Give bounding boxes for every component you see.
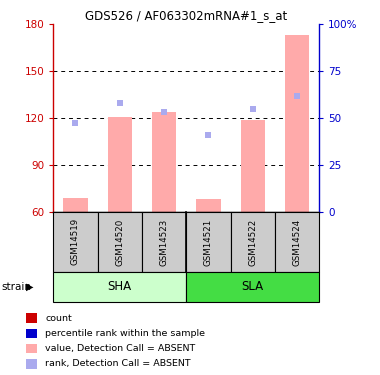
Text: ▶: ▶ (26, 282, 33, 292)
Bar (63, 198, 87, 212)
Text: rank, Detection Call = ABSENT: rank, Detection Call = ABSENT (45, 359, 191, 368)
Point (294, 93, 300, 99)
Bar (285, 35, 309, 212)
Bar (53, 272, 186, 302)
Bar (98, 212, 142, 272)
Bar (152, 112, 176, 212)
Bar (196, 200, 220, 212)
Text: GSM14521: GSM14521 (204, 218, 213, 266)
Point (72, 120, 78, 126)
Title: GDS526 / AF063302mRNA#1_s_at: GDS526 / AF063302mRNA#1_s_at (85, 9, 287, 22)
Bar (241, 120, 265, 212)
Bar (26, 344, 37, 354)
Point (117, 99, 123, 105)
Text: GSM14523: GSM14523 (160, 218, 169, 266)
Bar (26, 359, 37, 369)
Text: SLA: SLA (242, 280, 264, 293)
Bar (26, 313, 37, 323)
Text: GSM14522: GSM14522 (248, 218, 257, 266)
Point (161, 109, 167, 115)
Text: GSM14524: GSM14524 (293, 218, 302, 266)
Bar (26, 328, 37, 338)
Text: value, Detection Call = ABSENT: value, Detection Call = ABSENT (45, 344, 195, 353)
Text: SHA: SHA (108, 280, 132, 293)
Text: GSM14519: GSM14519 (71, 218, 80, 266)
Bar (142, 212, 186, 272)
Text: percentile rank within the sample: percentile rank within the sample (45, 329, 205, 338)
Point (250, 106, 256, 112)
Bar (186, 212, 231, 272)
Bar (186, 272, 319, 302)
Bar (53, 212, 98, 272)
Point (205, 132, 211, 138)
Text: strain: strain (2, 282, 32, 292)
Text: GSM14520: GSM14520 (115, 218, 124, 266)
Bar (275, 212, 319, 272)
Bar (108, 117, 132, 212)
Bar (231, 212, 275, 272)
Text: count: count (45, 314, 72, 322)
